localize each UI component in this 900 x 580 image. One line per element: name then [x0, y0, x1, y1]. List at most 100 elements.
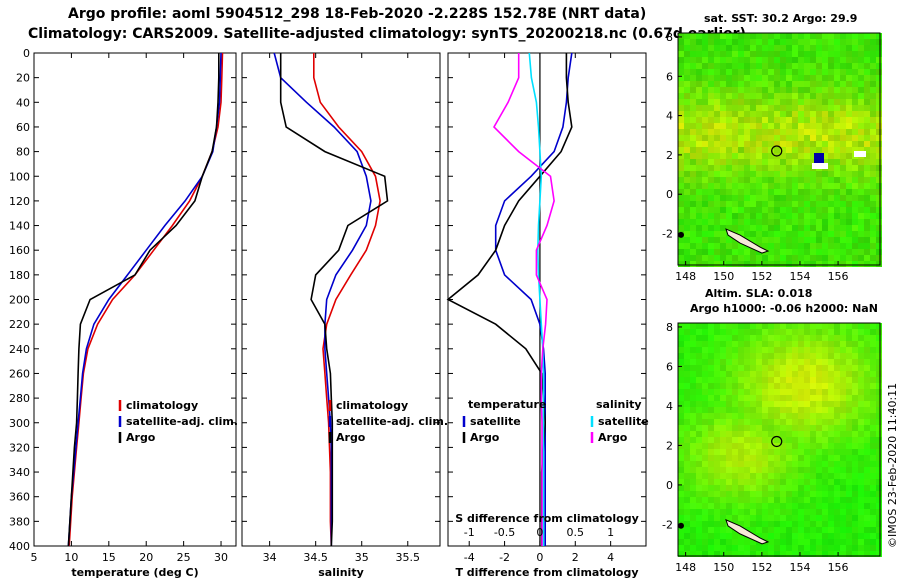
map-cell: [846, 479, 852, 485]
map-cell: [864, 177, 870, 183]
map-cell: [852, 165, 858, 171]
map-cell: [840, 383, 846, 389]
map-cell: [858, 57, 864, 63]
map-cell: [732, 195, 738, 201]
map-cell: [702, 461, 708, 467]
map-cell: [786, 153, 792, 159]
map-cell: [822, 69, 828, 75]
map-cell: [714, 431, 720, 437]
map-cell: [732, 159, 738, 165]
map-cell: [858, 515, 864, 521]
map-cell: [810, 93, 816, 99]
map-cell: [702, 497, 708, 503]
map-cell: [690, 69, 696, 75]
map-cell: [768, 443, 774, 449]
map-cell: [864, 111, 870, 117]
map-cell: [768, 395, 774, 401]
map-cell: [720, 527, 726, 533]
map-y-tick-label: 0: [666, 188, 673, 201]
map-cell: [690, 353, 696, 359]
map-cell: [864, 323, 870, 329]
map-cell: [768, 533, 774, 539]
map-cell: [684, 521, 690, 527]
map-cell: [720, 147, 726, 153]
map-cell: [864, 171, 870, 177]
map-cell: [708, 365, 714, 371]
map-cell: [750, 467, 756, 473]
map-cell: [840, 371, 846, 377]
map-cell: [846, 177, 852, 183]
map-cell: [678, 425, 684, 431]
map-cell: [846, 323, 852, 329]
map-cell: [726, 407, 732, 413]
map-cell: [708, 183, 714, 189]
x-axis-label: salinity: [318, 566, 364, 579]
map-cell: [816, 503, 822, 509]
map-cell: [804, 63, 810, 69]
map-cell: [816, 353, 822, 359]
map-cell: [846, 389, 852, 395]
map-cell: [780, 503, 786, 509]
map-cell: [684, 213, 690, 219]
map-cell: [858, 329, 864, 335]
map-cell: [846, 51, 852, 57]
map-cell: [720, 347, 726, 353]
map-cell: [786, 341, 792, 347]
map-cell: [810, 521, 816, 527]
y-tick-label: 100: [9, 170, 30, 183]
map-cell: [762, 123, 768, 129]
map-cell: [834, 365, 840, 371]
map-cell: [846, 521, 852, 527]
map-cell: [828, 485, 834, 491]
map-cell: [876, 57, 882, 63]
map-cell: [726, 57, 732, 63]
map-cell: [870, 147, 876, 153]
map-cell: [750, 99, 756, 105]
map-cell: [726, 87, 732, 93]
map-cell: [708, 383, 714, 389]
map-cell: [858, 207, 864, 213]
map-cell: [804, 365, 810, 371]
map-cell: [738, 407, 744, 413]
map-cell: [822, 147, 828, 153]
map-cell: [864, 219, 870, 225]
map-cell: [744, 491, 750, 497]
map-cell: [828, 323, 834, 329]
map-cell: [786, 159, 792, 165]
map-cell: [714, 75, 720, 81]
map-cell: [696, 431, 702, 437]
map-cell: [804, 183, 810, 189]
map-cell: [798, 57, 804, 63]
map-cell: [720, 81, 726, 87]
map-frame: [677, 322, 881, 557]
map-cell: [738, 75, 744, 81]
map-cell: [858, 545, 864, 551]
map-cell: [702, 383, 708, 389]
map-cell: [798, 401, 804, 407]
map-cell: [870, 407, 876, 413]
legend-label: Argo: [598, 431, 628, 444]
map-cell: [798, 509, 804, 515]
map-cell: [822, 419, 828, 425]
map-cell: [828, 551, 834, 557]
map-cell: [708, 81, 714, 87]
map-cell: [768, 183, 774, 189]
map-cell: [816, 401, 822, 407]
map-cell: [678, 443, 684, 449]
x-tick-label: 4: [607, 551, 614, 564]
map-cell: [720, 105, 726, 111]
map-cell: [756, 533, 762, 539]
map-cell: [750, 171, 756, 177]
map-cell: [876, 521, 882, 527]
map-cell: [834, 147, 840, 153]
map-cell: [816, 225, 822, 231]
map-cell: [780, 329, 786, 335]
map-cell: [708, 485, 714, 491]
map-cell: [702, 207, 708, 213]
map-cell: [822, 461, 828, 467]
map-cell: [720, 473, 726, 479]
map-cell: [774, 75, 780, 81]
map-cell: [822, 105, 828, 111]
map-cell: [858, 219, 864, 225]
map-cell: [870, 201, 876, 207]
